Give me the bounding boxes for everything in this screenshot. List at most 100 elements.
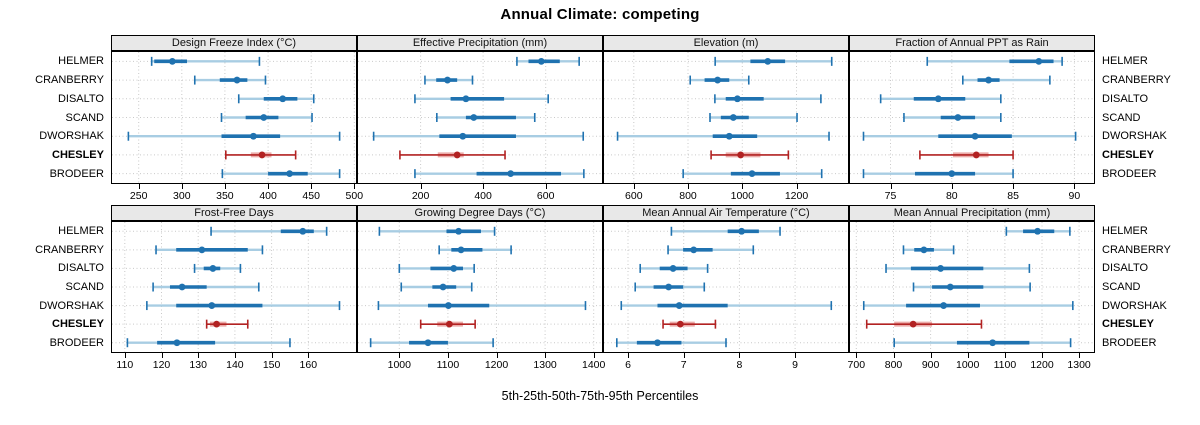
site-label: CHESLEY [52,148,104,161]
x-axis-tick [308,353,310,358]
site-series-scand [400,282,473,292]
site-series-disalto [398,263,475,273]
site-label: BRODEER [49,336,104,349]
x-axis-tick [268,184,270,189]
x-axis-tick-label: 1300 [533,359,557,371]
x-axis-tick [930,353,932,358]
x-axis-tick [1079,353,1081,358]
x-axis-tick [545,184,547,189]
site-series-cranberry [962,75,1051,85]
site-series-cranberry [193,75,267,85]
x-axis-tick-label: 400 [474,190,492,202]
x-axis-tick-label: 85 [1007,190,1019,202]
site-series-brodeer [414,169,585,179]
x-axis-tick-label: 450 [302,190,320,202]
site-series-dworshak [620,301,833,311]
site-label: CRANBERRY [35,74,104,87]
site-series-dworshak [616,131,830,141]
median-dot [258,151,266,159]
x-axis-tick-label: 1200 [484,359,509,371]
x-axis-tick-label: 7 [680,359,687,371]
x-axis-tick-label: 500 [345,190,364,202]
site-series-helmer [150,56,261,66]
x-axis-tick [1004,353,1006,358]
x-axis-tick [234,353,236,358]
site-series-chesley [399,150,506,160]
median-dot [444,76,451,84]
x-axis-tick [420,184,422,189]
panel-canvas [358,52,602,183]
x-axis-tick [593,353,595,358]
site-label: DWORSHAK [1102,130,1167,143]
x-axis-tick-label: 9 [792,359,799,371]
x-axis-tick-label: 110 [116,359,134,371]
median-dot [462,95,470,103]
median-dot [453,151,461,159]
site-series-scand [436,113,536,122]
x-axis-tick-label: 600 [536,190,555,202]
site-series-chesley [919,150,1014,160]
site-series-disalto [639,263,709,273]
panel-plot [357,221,603,353]
site-series-disalto [885,263,1031,273]
median-dot [445,302,452,309]
site-series-helmer [516,56,580,66]
median-dot [733,95,741,103]
x-axis-tick-label: 90 [1068,190,1081,202]
x-axis-tick-label: 1100 [436,359,460,371]
panel-strip-title: Elevation (m) [693,37,759,49]
median-dot [714,76,721,84]
median-dot [178,283,186,291]
site-series-cranberry [689,75,750,85]
panel-strip: Frost-Free Days [111,205,357,221]
median-dot [737,151,745,159]
x-axis-tick-label: 250 [129,190,148,202]
site-series-helmer [714,56,833,66]
site-label: DISALTO [1102,262,1149,275]
x-axis-tick [447,353,449,358]
x-axis-tick-label: 130 [189,359,207,371]
median-dot [173,339,181,347]
site-label: SCAND [1102,111,1141,124]
site-label: DWORSHAK [39,130,104,143]
x-axis-tick-label: 1300 [1067,359,1091,371]
panel-strip-title: Fraction of Annual PPT as Rain [895,37,1049,49]
panel-canvas [850,222,1094,352]
site-series-chesley [662,319,717,329]
x-axis-tick [742,184,744,189]
site-label: HELMER [58,55,104,68]
site-label: CHESLEY [52,318,104,331]
panel-strip: Mean Annual Air Temperature (°C) [603,205,849,221]
site-series-scand [912,282,1031,292]
panel-plot [111,221,357,353]
x-axis-tick [796,184,798,189]
panel-strip-title: Design Freeze Index (°C) [171,37,297,49]
panel-strip: Growing Degree Days (°C) [357,205,603,221]
site-series-chesley [225,150,297,160]
site-label: DWORSHAK [1102,299,1167,312]
panel-strip-title: Mean Annual Precipitation (mm) [893,207,1051,219]
median-dot [450,265,458,272]
median-dot [198,246,206,254]
site-series-helmer [378,226,496,236]
x-axis-tick-label: 150 [262,359,281,371]
site-series-helmer [926,56,1063,66]
x-axis-tick-label: 300 [173,190,191,202]
median-dot [729,114,737,121]
x-axis-tick-label: 1200 [784,190,809,202]
median-dot [470,114,478,121]
x-axis-tick [198,353,200,358]
x-axis-tick [1074,184,1076,189]
site-series-cranberry [155,245,264,255]
median-dot [748,170,756,178]
x-axis-tick-label: 120 [152,359,171,371]
median-dot [1035,57,1043,65]
panel-strip-title: Growing Degree Days (°C) [414,207,546,219]
site-label: DISALTO [57,92,104,105]
median-dot [654,339,661,347]
x-axis-tick-label: 75 [884,190,897,202]
median-dot [989,339,997,347]
chart-title: Annual Climate: competing [500,6,700,23]
panel-canvas [604,222,848,352]
site-series-cranberry [438,245,512,255]
